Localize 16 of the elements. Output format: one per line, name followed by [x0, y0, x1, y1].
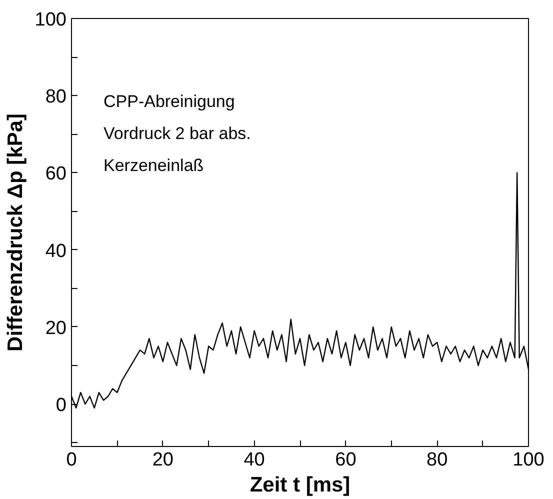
x-tick-label: 80: [426, 450, 448, 470]
annotation: Kerzeneinlaß: [103, 156, 204, 176]
y-tick-label: 80: [45, 86, 67, 108]
x-axis-title: Zeit t [ms]: [250, 474, 350, 496]
y-tick-label: 100: [34, 10, 66, 30]
annotation: Vordruck 2 bar abs.: [103, 124, 251, 144]
y-tick-label: 60: [45, 164, 67, 185]
x-tick-label: 100: [512, 450, 544, 470]
y-axis-title: Differenzdruck Δp [kPa]: [4, 114, 27, 352]
x-tick-label: 40: [244, 450, 265, 470]
annotation: CPP-Abreinigung: [103, 92, 235, 112]
x-tick-label: 20: [152, 450, 174, 470]
y-tick-label: 40: [45, 240, 67, 262]
y-tick-label: 0: [56, 395, 67, 416]
x-tick-label: 60: [335, 450, 356, 470]
y-tick-label: 20: [45, 318, 67, 339]
